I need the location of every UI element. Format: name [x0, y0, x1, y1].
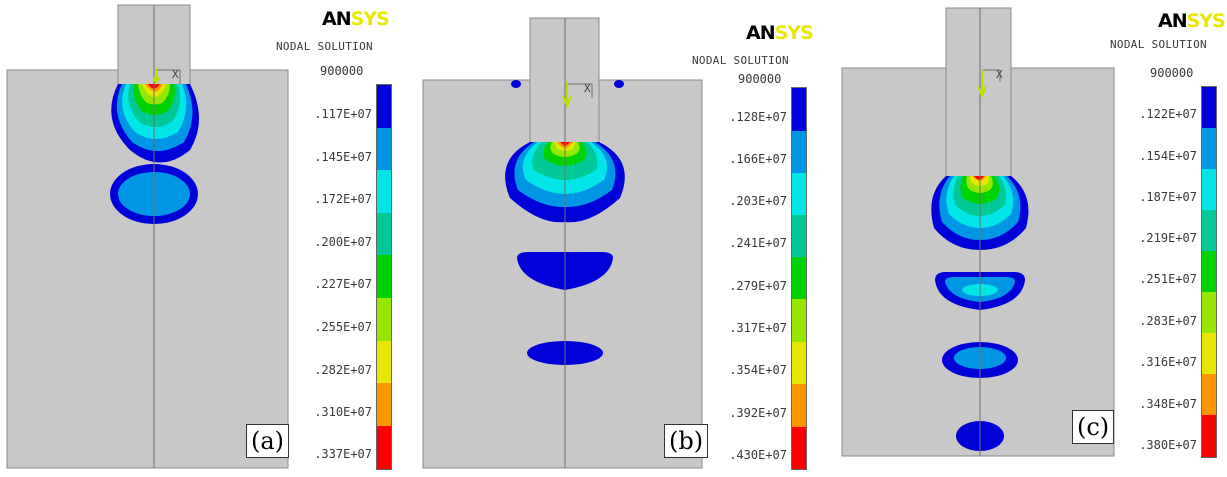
panel-label: (b) — [664, 424, 709, 458]
scale-label: .317E+07 — [729, 321, 787, 335]
result-type: NODAL SOLUTION — [692, 54, 789, 67]
scale-swatch — [1202, 87, 1216, 128]
scale-label: .354E+07 — [729, 363, 787, 377]
scale-label: .203E+07 — [729, 194, 787, 208]
axis-label-x: X — [996, 68, 1003, 81]
scale-swatch — [377, 213, 391, 255]
scale-swatch — [377, 298, 391, 341]
scale-label: .166E+07 — [729, 152, 787, 166]
scale-swatch — [377, 255, 391, 298]
scale-label: .227E+07 — [314, 277, 372, 291]
scale-label: .310E+07 — [314, 405, 372, 419]
panel-a: X ANSYS NODAL SOLUTION 900000 .117E+07 .… — [0, 0, 400, 477]
scale-swatch — [377, 170, 391, 213]
scale-swatch — [1202, 292, 1216, 333]
scale-swatch — [792, 427, 806, 469]
contour-plot-b — [422, 17, 703, 469]
scale-label: .117E+07 — [314, 107, 372, 121]
scale-swatch — [1202, 415, 1216, 457]
scale-label: .348E+07 — [1139, 397, 1197, 411]
scale-label: .219E+07 — [1139, 231, 1197, 245]
scale-label: .241E+07 — [729, 236, 787, 250]
punch — [945, 7, 1012, 179]
scale-swatch — [377, 128, 391, 170]
scale-label: .122E+07 — [1139, 107, 1197, 121]
result-type: NODAL SOLUTION — [1110, 38, 1207, 51]
scale-label: .279E+07 — [729, 279, 787, 293]
scale-swatch — [792, 342, 806, 384]
color-scale — [1201, 86, 1217, 458]
scale-swatch — [792, 173, 806, 215]
scale-swatch — [792, 215, 806, 257]
scale-label: .392E+07 — [729, 406, 787, 420]
scale-swatch — [1202, 333, 1216, 374]
contour-plot-a — [6, 4, 289, 469]
scale-swatch — [792, 299, 806, 342]
scale-label: .337E+07 — [314, 447, 372, 461]
color-scale — [376, 84, 392, 470]
surface-spot — [511, 80, 521, 88]
panel-c: X ANSYS NODAL SOLUTION 900000 .122E+07 .… — [830, 0, 1227, 477]
scale-label: .128E+07 — [729, 110, 787, 124]
scale-label: .172E+07 — [314, 192, 372, 206]
scale-swatch — [1202, 374, 1216, 415]
surface-spot — [614, 80, 624, 88]
load-arrow — [152, 68, 160, 86]
scale-min-value: 900000 — [738, 72, 782, 86]
scale-label: .430E+07 — [729, 448, 787, 462]
scale-label: .200E+07 — [314, 235, 372, 249]
scale-swatch — [1202, 210, 1216, 251]
panel-label: (a) — [246, 424, 290, 458]
ansys-logo: ANSYS — [322, 8, 390, 30]
axis-label-x: X — [172, 68, 179, 81]
scale-swatch — [1202, 251, 1216, 292]
ansys-logo: ANSYS — [1158, 10, 1226, 32]
scale-label: .255E+07 — [314, 320, 372, 334]
scale-label: .251E+07 — [1139, 272, 1197, 286]
load-arrow — [562, 82, 572, 109]
scale-swatch — [377, 85, 391, 128]
scale-swatch — [792, 257, 806, 299]
scale-swatch — [1202, 169, 1216, 210]
scale-label: .145E+07 — [314, 150, 372, 164]
scale-swatch — [377, 383, 391, 426]
scale-swatch — [792, 131, 806, 173]
scale-swatch — [377, 426, 391, 469]
scale-label: .283E+07 — [1139, 314, 1197, 328]
contour-plot-c — [841, 7, 1115, 457]
scale-min-value: 900000 — [1150, 66, 1194, 80]
scale-label: .282E+07 — [314, 363, 372, 377]
scale-swatch — [377, 341, 391, 383]
scale-swatch — [792, 384, 806, 427]
scale-swatch — [792, 88, 806, 131]
load-arrow — [977, 70, 987, 99]
scale-label: .380E+07 — [1139, 438, 1197, 452]
scale-label: .187E+07 — [1139, 190, 1197, 204]
scale-label: .154E+07 — [1139, 149, 1197, 163]
axis-label-x: X — [584, 82, 591, 95]
scale-min-value: 900000 — [320, 64, 364, 78]
ansys-logo: ANSYS — [746, 22, 814, 44]
color-scale — [791, 87, 807, 470]
scale-swatch — [1202, 128, 1216, 169]
panel-label: (c) — [1072, 410, 1115, 444]
scale-label: .316E+07 — [1139, 355, 1197, 369]
panel-b: X ANSYS NODAL SOLUTION 900000 .128E+07 .… — [410, 0, 815, 477]
result-type: NODAL SOLUTION — [276, 40, 373, 53]
